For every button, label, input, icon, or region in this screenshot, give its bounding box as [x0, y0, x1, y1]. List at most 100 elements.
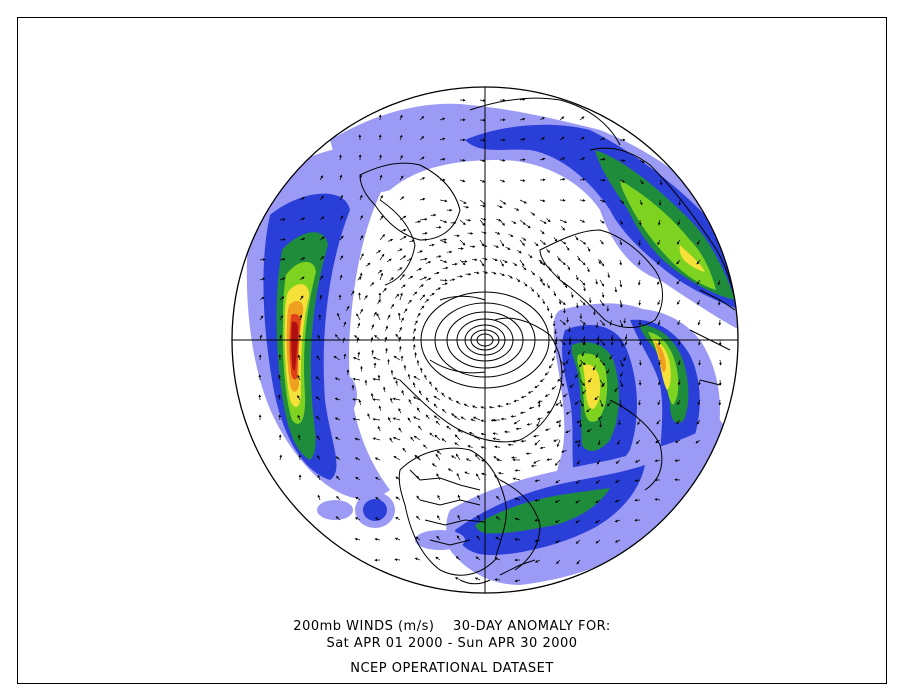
wind-arrow: [433, 403, 438, 409]
wind-arrow: [599, 219, 605, 224]
wind-arrow: [455, 556, 461, 561]
wind-arrow: [409, 239, 415, 243]
wind-arrow: [536, 419, 541, 427]
wind-arrow: [698, 379, 701, 386]
wind-arrow: [278, 374, 281, 381]
wind-arrow: [408, 398, 412, 405]
wind-arrow: [552, 356, 556, 362]
wind-arrow: [550, 313, 553, 319]
wind-arrow: [508, 233, 514, 237]
wind-arrow: [579, 259, 586, 266]
wind-arrow: [426, 277, 432, 281]
wind-arrow: [526, 422, 533, 426]
wind-arrow: [614, 539, 621, 543]
wind-arrow: [657, 239, 661, 246]
wind-arrow: [674, 439, 681, 443]
wind-arrow: [499, 259, 504, 267]
wind-arrow: [561, 368, 566, 374]
wind-arrow: [425, 414, 430, 420]
wind-arrow: [377, 269, 383, 274]
wind-arrow: [259, 258, 266, 261]
wind-arrow: [397, 312, 401, 321]
map-boundary-circle: [231, 86, 739, 594]
wind-arrow: [297, 354, 301, 361]
wind-arrow: [379, 174, 383, 181]
wind-arrow: [377, 299, 381, 305]
wind-arrow: [638, 219, 642, 226]
wind-arrow: [371, 349, 374, 356]
wind-arrow: [493, 245, 500, 248]
wind-arrow: [637, 259, 641, 266]
wind-arrow: [555, 402, 561, 406]
wind-arrow: [565, 411, 571, 415]
wind-arrow: [435, 453, 441, 461]
wind-arrow: [319, 195, 324, 201]
wind-arrow: [452, 262, 458, 266]
wind-arrow: [676, 299, 681, 305]
wind-arrow: [355, 496, 361, 501]
wind-arrow: [530, 212, 536, 216]
wind-arrow: [559, 299, 566, 306]
wind-arrow: [533, 434, 539, 438]
wind-arrow: [299, 295, 304, 301]
wind-arrow: [534, 479, 541, 483]
wind-arrow: [435, 287, 441, 291]
wind-arrow: [383, 386, 386, 393]
wind-arrow: [358, 399, 362, 405]
wind-arrow: [352, 356, 361, 361]
wind-arrow: [638, 239, 642, 246]
wind-arrow: [595, 322, 599, 329]
wind-arrow: [619, 279, 623, 288]
wind-arrow: [379, 215, 384, 221]
wind-arrow: [343, 353, 347, 360]
wind-arrow: [403, 308, 408, 314]
wind-arrow: [519, 179, 526, 182]
wind-arrow: [474, 577, 481, 581]
wind-arrow: [596, 459, 601, 465]
wind-arrow: [525, 224, 531, 229]
wind-arrow: [447, 468, 453, 472]
wind-arrow: [479, 99, 486, 102]
wind-arrow: [339, 215, 344, 221]
wind-arrow: [619, 219, 623, 225]
wind-arrow: [595, 499, 601, 504]
wind-arrow: [624, 334, 628, 340]
wind-arrow: [557, 256, 561, 262]
wind-arrow: [446, 425, 452, 430]
wind-arrow: [575, 519, 581, 524]
wind-arrow: [614, 519, 621, 523]
wind-arrow: [299, 257, 306, 261]
wind-arrow: [515, 278, 521, 283]
wind-arrow: [677, 399, 681, 406]
wind-arrow: [373, 311, 377, 317]
wind-arrow: [534, 439, 541, 446]
wind-arrow: [494, 231, 501, 235]
wind-arrow: [570, 292, 574, 299]
wind-arrow: [394, 537, 401, 541]
wind-arrow: [619, 399, 623, 408]
wind-arrow: [359, 253, 364, 261]
wind-arrow: [279, 277, 286, 281]
wind-arrow: [507, 274, 513, 279]
wind-arrow: [459, 179, 466, 183]
wind-arrow: [416, 515, 421, 521]
wind-arrow: [354, 437, 361, 441]
wind-arrow: [439, 239, 448, 244]
wind-arrow: [359, 194, 363, 201]
wind-arrow: [439, 157, 446, 161]
wind-arrow: [379, 253, 385, 261]
wind-arrow: [279, 258, 286, 261]
wind-arrow: [382, 287, 387, 293]
wind-arrow: [418, 425, 422, 431]
wind-arrow: [400, 228, 407, 232]
wind-arrow: [454, 442, 460, 446]
wind-arrow: [556, 439, 561, 448]
wind-arrow: [587, 266, 590, 273]
wind-arrow: [418, 284, 424, 288]
wind-arrow: [696, 419, 701, 425]
wind-arrow: [539, 199, 546, 203]
wind-arrow: [350, 290, 355, 296]
wind-arrow: [539, 446, 546, 450]
wind-arrow: [559, 279, 566, 286]
wind-arrow: [356, 313, 361, 321]
